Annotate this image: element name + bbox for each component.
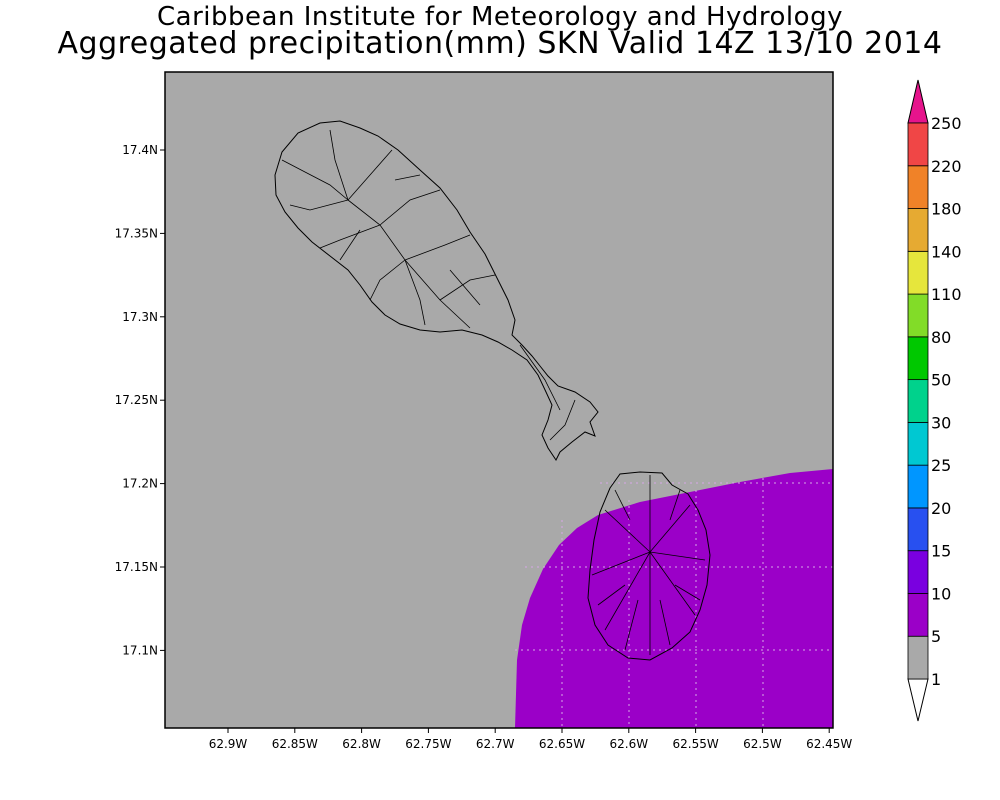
colorbar-label: 15 bbox=[931, 542, 951, 561]
colorbar-swatch bbox=[907, 464, 929, 509]
y-tick-label: 17.4N bbox=[122, 143, 158, 157]
x-tick-label: 62.85W bbox=[272, 737, 318, 751]
x-tick-label: 62.7W bbox=[476, 737, 515, 751]
colorbar-swatch bbox=[907, 550, 929, 594]
colorbar-label: 220 bbox=[931, 157, 962, 176]
x-tick-label: 62.55W bbox=[672, 737, 718, 751]
colorbar-swatch bbox=[907, 593, 929, 637]
x-tick-label: 62.65W bbox=[539, 737, 585, 751]
x-tick-label: 62.5W bbox=[743, 737, 782, 751]
y-axis: 17.4N 17.35N 17.3N 17.25N 17.2N 17.15N 17.1N bbox=[115, 143, 165, 657]
colorbar-swatch bbox=[907, 250, 929, 295]
colorbar-label: 50 bbox=[931, 371, 951, 390]
colorbar-label: 1 bbox=[931, 670, 941, 689]
colorbar-label: 80 bbox=[931, 328, 951, 347]
x-axis: 62.9W 62.85W 62.8W 62.75W 62.7W 62.65W 62.6W 62… bbox=[209, 728, 852, 751]
colorbar-swatch bbox=[907, 421, 929, 466]
colorbar-label: 10 bbox=[931, 584, 951, 603]
x-tick-label: 62.8W bbox=[342, 737, 381, 751]
y-tick-label: 17.35N bbox=[115, 226, 158, 240]
colorbar-top-arrow bbox=[907, 79, 929, 124]
y-tick-label: 17.25N bbox=[115, 393, 158, 407]
x-tick-label: 62.75W bbox=[405, 737, 451, 751]
colorbar-swatch bbox=[907, 293, 929, 338]
colorbar-swatch bbox=[907, 507, 929, 552]
y-tick-label: 17.3N bbox=[122, 310, 158, 324]
colorbar-swatch bbox=[907, 122, 929, 167]
y-tick-label: 17.1N bbox=[122, 643, 158, 657]
colorbar-label: 5 bbox=[931, 627, 941, 646]
colorbar-swatch bbox=[907, 336, 929, 381]
x-tick-label: 62.9W bbox=[209, 737, 248, 751]
island-st-kitts bbox=[274, 120, 599, 461]
colorbar-label: 20 bbox=[931, 499, 951, 518]
colorbar-swatch bbox=[907, 379, 929, 423]
colorbar-label: 25 bbox=[931, 456, 951, 475]
precip-region-5-10mm bbox=[515, 469, 833, 728]
colorbar-bottom-arrow bbox=[907, 678, 929, 722]
colorbar-label: 110 bbox=[931, 285, 962, 304]
colorbar-label: 250 bbox=[931, 114, 962, 133]
x-tick-label: 62.45W bbox=[806, 737, 852, 751]
y-tick-label: 17.15N bbox=[115, 560, 158, 574]
colorbar-swatch bbox=[907, 208, 929, 252]
y-tick-label: 17.2N bbox=[122, 477, 158, 491]
colorbar-swatch bbox=[907, 165, 929, 209]
colorbar-label: 140 bbox=[931, 242, 962, 261]
x-tick-label: 62.6W bbox=[610, 737, 649, 751]
colorbar-swatch bbox=[907, 635, 929, 680]
island-nevis bbox=[587, 471, 711, 661]
colorbar-label: 30 bbox=[931, 413, 951, 432]
chart-title: Caribbean Institute for Meteorology and … bbox=[157, 2, 843, 32]
chart-subtitle: Aggregated precipitation(mm) SKN Valid 1… bbox=[57, 26, 943, 61]
grid-lines bbox=[515, 478, 833, 728]
colorbar-label: 180 bbox=[931, 200, 962, 219]
